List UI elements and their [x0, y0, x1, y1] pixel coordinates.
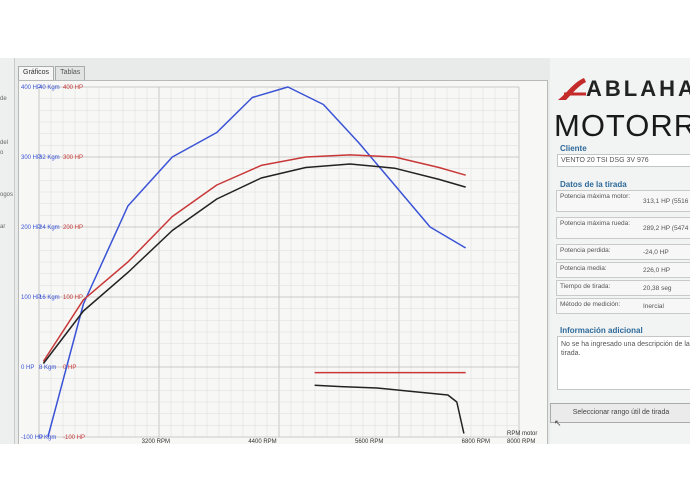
- sidebar-text: de: [0, 96, 7, 102]
- svg-text:ABLAHA: ABLAHA: [586, 76, 690, 101]
- x-tick-label: 4400 RPM: [248, 439, 276, 444]
- row-label: Potencia máxima motor:: [560, 193, 631, 200]
- x-axis-end-label: 8000 RPM: [507, 439, 535, 444]
- tab-graficos[interactable]: Gráficos: [18, 66, 55, 80]
- row-value: 313,1 HP (5516: [643, 198, 689, 205]
- sidebar-text: ogos: [0, 192, 14, 198]
- y-tick-label: 40 Kgm: [39, 85, 60, 91]
- sidebar-text: o: [0, 150, 4, 156]
- dyno-chart: 400 HP 300 HP 200 HP 100 HP 0 HP -100 HP 40 Kg…: [18, 80, 548, 444]
- row-pot-max-rueda: Potencia máxima rueda: 289,2 HP (5474: [556, 217, 690, 239]
- dyno-chart-svg: 400 HP 300 HP 200 HP 100 HP 0 HP -100 HP 40 Kg…: [21, 85, 537, 444]
- y-tick-label: 100 HP: [21, 295, 41, 301]
- sidebar-text: del: [0, 140, 9, 146]
- mouse-cursor-icon: ↖: [554, 418, 562, 428]
- y-tick-label: 300 HP: [63, 155, 83, 161]
- y-tick-label: 400 HP: [63, 85, 83, 91]
- row-value: 20,38 seg: [643, 285, 672, 292]
- x-tick-label: 3200 RPM: [142, 439, 170, 444]
- row-tiempo: Tiempo de tirada: 20,38 seg: [556, 280, 690, 296]
- row-value: -24,0 HP: [643, 249, 669, 256]
- y-tick-label: 0 Kgm: [39, 435, 56, 441]
- brand-logo: ABLAHA: [558, 76, 690, 101]
- row-label: Tiempo de tirada:: [560, 283, 611, 290]
- details-panel: ABLAHA MOTORRO Cliente VENTO 20 TSI DSG …: [550, 58, 690, 444]
- row-pot-max-motor: Potencia máxima motor: 313,1 HP (5516: [556, 190, 690, 212]
- y-tick-label: 200 HP: [21, 225, 41, 231]
- y-tick-label: 100 HP: [63, 295, 83, 301]
- row-metodo: Método de medición: Inercial: [556, 298, 690, 314]
- y-tick-label: 400 HP: [21, 85, 41, 91]
- series-line-blue: [47, 86, 467, 438]
- dyno-app-window: de del o ogos ar Gráficos Tablas 400 HP 3…: [0, 58, 690, 444]
- tab-tablas[interactable]: Tablas: [55, 66, 86, 80]
- y-tick-label: 8 Kgm: [39, 365, 56, 371]
- y-tick-label: 200 HP: [63, 225, 83, 231]
- row-value: 226,0 HP: [643, 267, 671, 274]
- brand-name: MOTORRO: [554, 108, 690, 143]
- info-textarea[interactable]: No se ha ingresado una descripción de la…: [557, 336, 690, 390]
- y-tick-label: 16 Kgm: [39, 295, 60, 301]
- y-tick-label: 32 Kgm: [39, 155, 60, 161]
- y-tick-label: -100 HP: [21, 435, 43, 441]
- select-range-button[interactable]: Seleccionar rango útil de tirada: [550, 403, 690, 423]
- y-tick-label: -100 HP: [63, 435, 85, 441]
- cliente-field[interactable]: VENTO 20 TSI DSG 3V 976: [557, 154, 690, 167]
- series-line-black: [42, 163, 466, 364]
- sidebar-text: ar: [0, 224, 6, 230]
- row-pot-media: Potencia media: 226,0 HP: [556, 262, 690, 278]
- row-label: Potencia media:: [560, 265, 607, 272]
- view-tabs: Gráficos Tablas: [18, 66, 86, 80]
- y-tick-label: 0 HP: [21, 365, 34, 371]
- x-tick-label: 5600 RPM: [355, 439, 383, 444]
- row-label: Potencia máxima rueda:: [560, 220, 631, 227]
- x-tick-label: 6800 RPM: [462, 439, 490, 444]
- row-pot-perdida: Potencia perdida: -24,0 HP: [556, 244, 690, 260]
- tirada-title: Datos de la tirada: [560, 180, 627, 189]
- y-tick-label: 0 HP: [63, 365, 76, 371]
- cliente-title: Cliente: [560, 144, 587, 153]
- info-title: Información adicional: [560, 326, 643, 335]
- row-label: Método de medición:: [560, 301, 621, 308]
- y-tick-label: 24 Kgm: [39, 225, 60, 231]
- row-label: Potencia perdida:: [560, 247, 611, 254]
- row-value: 289,2 HP (5474: [643, 225, 689, 232]
- left-sidebar: de del o ogos ar: [0, 58, 15, 444]
- row-value: Inercial: [643, 303, 664, 310]
- y-tick-label: 300 HP: [21, 155, 41, 161]
- series-line-black_loss: [314, 384, 465, 434]
- x-axis-label: RPM motor: [507, 431, 537, 437]
- series-line-red: [42, 154, 466, 362]
